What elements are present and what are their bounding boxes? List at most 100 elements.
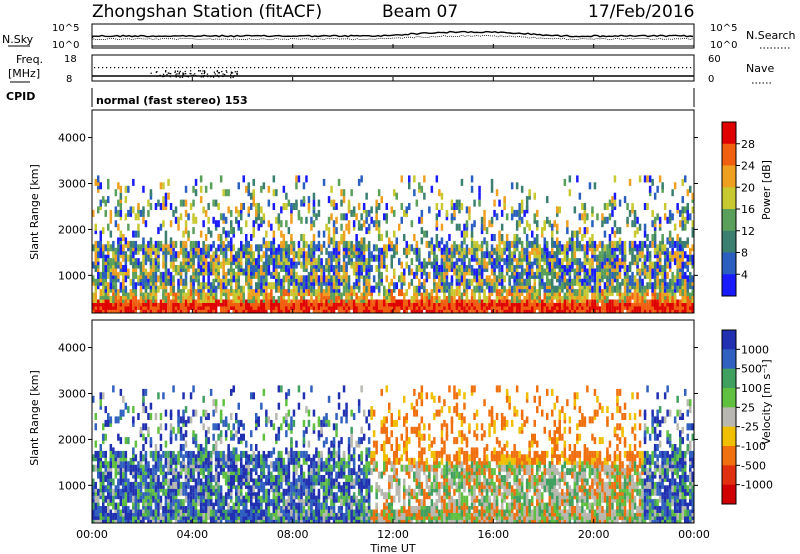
heatmap-cell [470,230,474,238]
heatmap-cell [159,299,163,307]
heatmap-cell [498,247,501,255]
heatmap-cell [162,302,165,310]
heatmap-cell [230,413,233,420]
heatmap-cell [400,261,403,269]
nave-point [366,67,368,69]
heatmap-cell [270,282,273,290]
heatmap-cell [159,468,163,476]
nave-point [186,75,188,77]
heatmap-cell [551,271,554,279]
heatmap-cell [470,175,474,183]
heatmap-cell [222,251,225,259]
heatmap-cell [608,306,612,314]
heatmap-cell [177,499,180,507]
nave-point [182,72,184,74]
heatmap-cell [556,223,559,231]
heatmap-cell [187,213,190,221]
heatmap-cell [365,227,368,235]
heatmap-cell [646,254,649,262]
heatmap-cell [147,461,150,469]
heatmap-cell [684,271,687,279]
heatmap-cell [127,292,130,300]
heatmap-cell [495,251,499,259]
heatmap-cell [224,230,228,238]
heatmap-cell [327,265,331,272]
heatmap-cell [129,289,133,297]
nave-point [470,67,472,69]
nave-point [262,67,264,69]
heatmap-cell [546,271,549,279]
nave-point [182,67,184,69]
heatmap-cell [209,450,213,458]
heatmap-cell [94,423,97,431]
heatmap-cell [613,285,617,293]
heatmap-cell [380,247,383,255]
nave-point [490,67,492,69]
heatmap-cell [568,175,572,183]
heatmap-cell [204,282,208,290]
heatmap-cell [393,302,396,310]
nave-point [322,67,324,69]
heatmap-cell [616,240,619,248]
heatmap-cell [179,278,183,286]
heatmap-cell [583,216,587,224]
heatmap-cell [102,227,105,235]
heatmap-cell [137,481,140,489]
heatmap-cell [212,502,215,510]
heatmap-cell [275,299,278,307]
heatmap-cell [237,502,240,510]
heatmap-cell [377,299,381,307]
heatmap-cell [189,275,193,283]
nave-point [390,67,392,69]
heatmap-cell [167,192,170,200]
heatmap-cell [327,227,331,235]
heatmap-cell [638,175,642,183]
heatmap-cell [578,292,582,300]
heatmap-cell [277,254,281,262]
heatmap-cell [252,227,255,235]
nave-point [189,72,191,75]
heatmap-cell [124,437,128,445]
nave-point [334,67,336,69]
heatmap-cell [558,240,561,248]
heatmap-cell [157,426,160,434]
heatmap-cell [375,199,378,207]
heatmap-cell [601,289,604,297]
nave-point [522,67,524,69]
heatmap-cell [182,240,185,248]
heatmap-cell [302,265,306,272]
heatmap-cell [202,423,205,431]
heatmap-cell [405,299,408,307]
heatmap-cell [576,258,579,266]
heatmap-cell [144,457,148,465]
heatmap-cell [295,175,298,183]
heatmap-cell [149,203,153,210]
heatmap-cell [485,275,489,283]
heatmap-cell [573,206,577,214]
heatmap-cell [490,178,494,186]
heatmap-cell [184,292,188,300]
heatmap-cell [583,296,587,303]
heatmap-cell [573,268,577,276]
heatmap-cell [470,254,474,262]
heatmap-cell [420,185,424,193]
heatmap-cell [154,450,158,458]
heatmap-cell [149,237,153,245]
heatmap-cell [227,206,230,214]
heatmap-cell [408,203,411,210]
nave-point [216,70,219,72]
heatmap-cell [345,240,348,248]
heatmap-cell [420,209,424,217]
heatmap-cell [99,399,102,407]
heatmap-cell [490,285,494,293]
heatmap-cell [192,430,195,438]
heatmap-cell [307,271,311,279]
nave-point [682,67,684,69]
heatmap-cell [275,268,278,276]
heatmap-cell [219,296,223,303]
heatmap-cell [167,244,170,252]
heatmap-cell [663,271,667,279]
heatmap-cell [295,199,298,207]
heatmap-cell [252,196,255,204]
heatmap-cell [112,447,115,455]
